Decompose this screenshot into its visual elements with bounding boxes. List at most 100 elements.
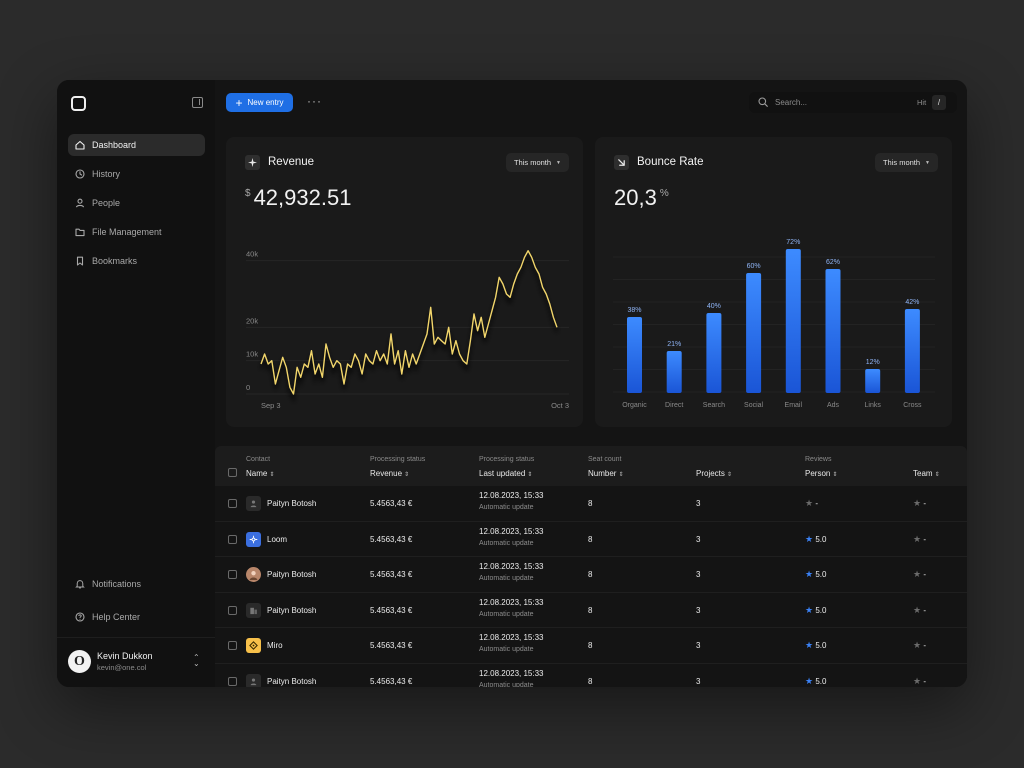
person-review: ★ 5.0 bbox=[805, 569, 826, 580]
folder-icon bbox=[75, 227, 85, 237]
last-updated-date: 12.08.2023, 15:33 bbox=[479, 562, 544, 571]
person-photo-icon bbox=[246, 567, 261, 582]
table-row[interactable]: Loom 5.4563,43 € 12.08.2023, 15:33 Automati… bbox=[215, 521, 967, 557]
row-checkbox[interactable] bbox=[228, 641, 237, 650]
table-header: Contact Name ⇕ Processing status Revenue ⇕ Pro… bbox=[215, 446, 967, 486]
column-header-last-updated[interactable]: Processing status Last updated ⇕ bbox=[479, 456, 534, 478]
app-logo-icon[interactable] bbox=[71, 96, 86, 111]
new-entry-button[interactable]: + New entry bbox=[226, 93, 293, 112]
column-label[interactable]: Team ⇕ bbox=[913, 469, 940, 478]
select-all-checkbox[interactable] bbox=[228, 468, 237, 477]
table-row[interactable]: Paityn Botosh 5.4563,43 € 12.08.2023, 15:3… bbox=[215, 663, 967, 687]
column-label-text: Team bbox=[913, 469, 933, 478]
column-label[interactable]: Projects ⇕ bbox=[696, 469, 732, 478]
person-review-value: 5.0 bbox=[815, 641, 827, 650]
star-icon: ★ bbox=[805, 604, 814, 615]
column-label[interactable]: Number ⇕ bbox=[588, 469, 623, 478]
loom-logo-icon bbox=[246, 531, 261, 547]
home-icon bbox=[75, 140, 85, 150]
x-category-label: Search bbox=[703, 402, 725, 409]
sort-icon[interactable]: ⇕ bbox=[618, 472, 624, 478]
sort-icon[interactable]: ⇕ bbox=[726, 472, 732, 478]
row-checkbox[interactable] bbox=[228, 676, 237, 686]
sidebar-item-help-center[interactable]: Help Center bbox=[68, 606, 205, 628]
bar-value-label: 72% bbox=[786, 239, 800, 246]
update-status: Automatic update bbox=[479, 646, 534, 653]
sidebar-item-label: People bbox=[92, 198, 121, 208]
person-placeholder-icon bbox=[246, 496, 261, 511]
topbar: + New entry ··· Hit / bbox=[215, 80, 967, 122]
bar-value-label: 38% bbox=[627, 307, 641, 314]
sort-icon[interactable]: ⇕ bbox=[934, 472, 940, 478]
bounce-period-select[interactable]: This month ▼ bbox=[874, 153, 938, 172]
row-checkbox[interactable] bbox=[228, 570, 237, 579]
column-label-text: Number bbox=[588, 469, 617, 478]
contact-name[interactable]: Paityn Botosh bbox=[267, 570, 317, 579]
column-label-text: Revenue bbox=[370, 469, 403, 478]
column-label[interactable]: Name ⇕ bbox=[246, 469, 274, 478]
row-checkbox[interactable] bbox=[228, 499, 237, 508]
projects-count: 3 bbox=[696, 570, 701, 579]
column-header-name[interactable]: Contact Name ⇕ bbox=[246, 456, 274, 478]
row-checkbox[interactable] bbox=[228, 605, 237, 615]
contact-name[interactable]: Loom bbox=[267, 534, 288, 544]
contact-name[interactable]: Paityn Botosh bbox=[267, 499, 317, 508]
sidebar-item-file-management[interactable]: File Management bbox=[68, 221, 205, 243]
sidebar-item-people[interactable]: People bbox=[68, 192, 205, 214]
sidebar-item-dashboard[interactable]: Dashboard bbox=[68, 134, 205, 156]
column-header-team[interactable]: Team ⇕ bbox=[913, 456, 940, 478]
table-row[interactable]: Paityn Botosh 5.4563,43 € 12.08.2023, 15:3… bbox=[215, 592, 967, 628]
contact-name[interactable]: Paityn Botosh bbox=[267, 605, 317, 615]
search-input[interactable] bbox=[775, 96, 905, 109]
user-profile[interactable]: O Kevin Dukkon kevin@one.col ⌃ ⌄ bbox=[57, 637, 215, 687]
table-row[interactable]: Paityn Botosh 5.4563,43 € 12.08.2023, 15:3… bbox=[215, 557, 967, 593]
column-label[interactable]: Person ⇕ bbox=[805, 469, 837, 478]
y-tick-label: 0 bbox=[246, 383, 250, 392]
account-switch-icon[interactable]: ⌃ ⌄ bbox=[193, 653, 200, 668]
update-status: Automatic update bbox=[479, 610, 534, 618]
table-row[interactable]: Miro 5.4563,43 € 12.08.2023, 15:33 Automati… bbox=[215, 628, 967, 664]
bar-value-label: 12% bbox=[866, 359, 880, 366]
revenue-cell: 5.4563,43 € bbox=[370, 570, 413, 579]
sidebar-item-history[interactable]: History bbox=[68, 163, 205, 185]
contact-name[interactable]: Paityn Botosh bbox=[267, 676, 317, 686]
bar-search bbox=[706, 313, 722, 393]
x-category-label: Direct bbox=[665, 402, 683, 409]
last-updated-date: 12.08.2023, 15:33 bbox=[479, 491, 544, 500]
bar-value-label: 21% bbox=[667, 341, 681, 348]
revenue-period-select[interactable]: This month ▼ bbox=[505, 153, 569, 172]
sort-icon[interactable]: ⇕ bbox=[404, 472, 410, 478]
bar-social bbox=[746, 273, 762, 393]
star-icon: ★ bbox=[913, 604, 922, 615]
sort-icon[interactable]: ⇕ bbox=[832, 472, 838, 478]
x-category-label: Social bbox=[744, 402, 764, 409]
sidebar-item-label: File Management bbox=[92, 227, 162, 237]
person-review: ★ 5.0 bbox=[805, 605, 826, 616]
person-review-value: 5.0 bbox=[815, 534, 827, 544]
bounce-value: 20,3 % bbox=[614, 185, 669, 211]
column-label[interactable]: Revenue ⇕ bbox=[370, 469, 425, 478]
bar-links bbox=[865, 369, 881, 393]
more-options-button[interactable]: ··· bbox=[307, 94, 322, 108]
seat-number: 8 bbox=[588, 534, 593, 544]
projects-count: 3 bbox=[696, 534, 701, 544]
column-header-revenue[interactable]: Processing status Revenue ⇕ bbox=[370, 456, 425, 478]
column-label[interactable]: Last updated ⇕ bbox=[479, 469, 534, 478]
bar-value-label: 40% bbox=[707, 303, 721, 310]
row-checkbox[interactable] bbox=[228, 534, 237, 544]
shortcut-key: / bbox=[932, 95, 946, 110]
column-header-number[interactable]: Seat count Number ⇕ bbox=[588, 456, 623, 478]
column-header-projects[interactable]: Projects ⇕ bbox=[696, 456, 732, 478]
contact-name[interactable]: Miro bbox=[267, 641, 283, 650]
sort-icon[interactable]: ⇕ bbox=[269, 472, 275, 478]
column-header-person[interactable]: Reviews Person ⇕ bbox=[805, 456, 837, 478]
sidebar-item-notifications[interactable]: Notifications bbox=[68, 573, 205, 595]
sort-icon[interactable]: ⇕ bbox=[527, 472, 533, 478]
main-content: + New entry ··· Hit / 0 10k 20k 40k Sep 3 Oct… bbox=[215, 80, 967, 687]
sidebar-item-bookmarks[interactable]: Bookmarks bbox=[68, 250, 205, 272]
user-email: kevin@one.col bbox=[97, 663, 147, 672]
sidebar-item-label: Notifications bbox=[92, 579, 142, 589]
sidebar-toggle-icon[interactable] bbox=[192, 97, 203, 108]
team-review: ★ - bbox=[913, 569, 926, 580]
table-row[interactable]: Paityn Botosh 5.4563,43 € 12.08.2023, 15:3… bbox=[215, 486, 967, 522]
